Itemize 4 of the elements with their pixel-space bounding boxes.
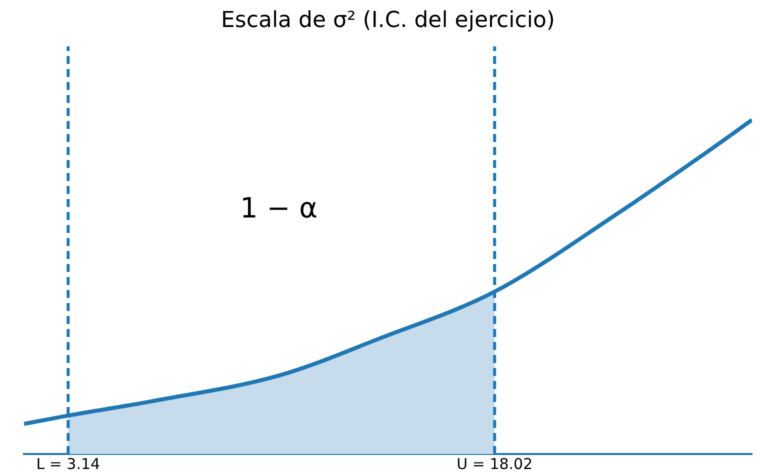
x-tick-label: L = 3.14 (36, 454, 100, 473)
x-tick-label: U = 18.02 (456, 454, 533, 473)
annotation: 1 − α (240, 192, 318, 225)
chart-title: Escala de σ² (I.C. del ejercicio) (221, 8, 555, 33)
